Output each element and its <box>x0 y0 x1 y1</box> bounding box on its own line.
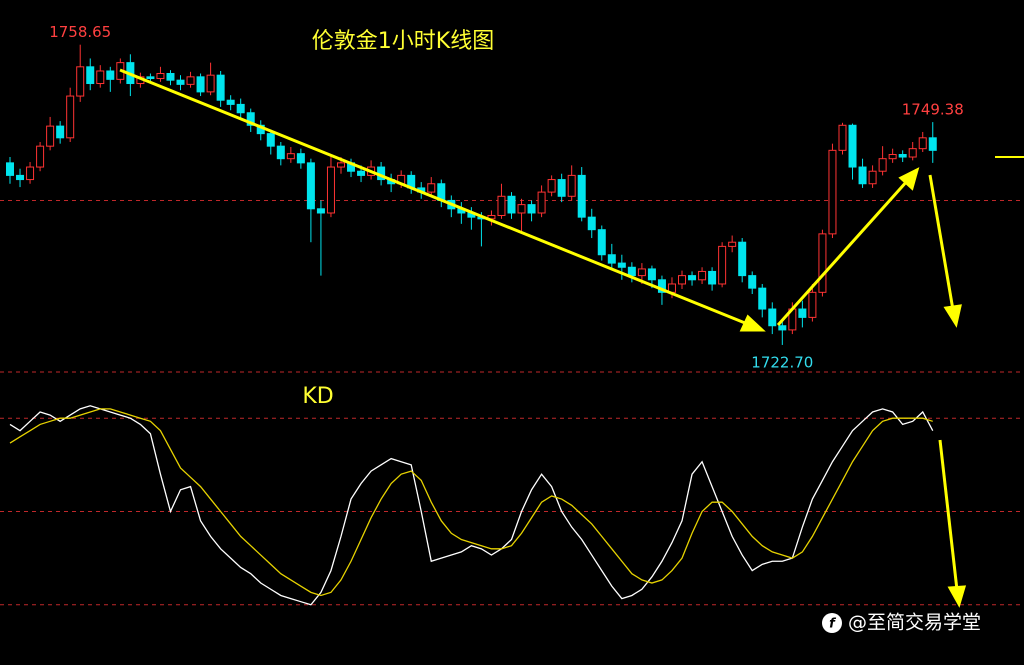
candle-body <box>758 287 767 310</box>
candle-body <box>838 124 847 151</box>
arrow <box>119 68 751 327</box>
candle-body <box>868 170 877 185</box>
candle-body <box>427 183 436 193</box>
candle-body <box>66 95 75 139</box>
arrow <box>928 174 955 311</box>
candle-body <box>176 79 185 85</box>
candle-body <box>246 112 255 126</box>
candle-body <box>56 125 65 139</box>
candle-body <box>186 76 195 85</box>
candle-body <box>306 162 315 210</box>
candle-body <box>537 191 546 214</box>
candle-body <box>858 166 867 185</box>
candle-body <box>6 162 14 176</box>
candle-body <box>708 270 717 285</box>
candle-body <box>848 124 857 168</box>
candle-body <box>206 74 215 93</box>
candle-body <box>96 70 105 85</box>
candle-body <box>166 72 175 81</box>
candle-body <box>286 153 295 160</box>
candle-body <box>216 74 225 101</box>
candle-body <box>898 154 907 158</box>
candle-body <box>748 275 757 289</box>
price-annotation: 1722.70 <box>751 353 813 371</box>
candle-body <box>597 229 606 256</box>
candle-body <box>818 233 827 293</box>
candle-body <box>276 145 285 160</box>
arrow-head <box>898 167 920 191</box>
candle-body <box>738 241 747 277</box>
marks: 1758.65 1749.38 1722.70 <box>0 23 1024 606</box>
candle-body <box>657 279 666 293</box>
arrow-head <box>739 314 766 332</box>
watermark-icon <box>822 613 842 633</box>
candle-body <box>36 145 45 168</box>
chart-title: 伦敦金1小时K线图 <box>312 29 494 54</box>
indicator-line <box>9 408 933 597</box>
candle-body <box>86 66 95 85</box>
candle-body <box>928 137 937 151</box>
candle-body <box>266 133 275 147</box>
candle-body <box>357 170 366 176</box>
candle-body <box>718 245 727 285</box>
candle-body <box>768 308 777 327</box>
candle-body <box>698 270 707 281</box>
candle-body <box>517 204 526 214</box>
candle-body <box>76 66 85 97</box>
candle-body <box>236 103 245 114</box>
arrow-head <box>943 304 962 328</box>
candle-body <box>226 99 235 105</box>
candle-body <box>557 179 566 197</box>
candle-body <box>547 179 556 193</box>
indicator-title: KD <box>302 384 333 409</box>
candle-body <box>678 275 687 285</box>
candle-body <box>196 76 205 93</box>
candle-body <box>878 158 887 172</box>
candle-body <box>908 148 917 158</box>
candle-body <box>316 208 325 214</box>
price-annotation: 1758.65 <box>49 23 111 41</box>
price-annotation: 1749.38 <box>902 101 964 119</box>
candle-body <box>647 268 656 281</box>
candle-body <box>527 204 536 214</box>
candle-body <box>808 291 817 318</box>
candle-body <box>156 72 165 80</box>
candle-body <box>326 166 335 214</box>
arrow <box>776 178 910 327</box>
candle-body <box>688 275 697 281</box>
candle-body <box>577 174 586 218</box>
candle-body <box>26 166 35 181</box>
candle-body <box>146 76 155 80</box>
arrow <box>938 439 959 591</box>
arrow-head <box>947 585 967 608</box>
candle-body <box>637 268 646 277</box>
watermark-text: @至简交易学堂 <box>848 612 981 634</box>
candle-body <box>728 241 737 247</box>
candle-body <box>106 70 115 80</box>
candle-body <box>828 149 837 235</box>
candle-body <box>497 195 506 216</box>
candle-body <box>16 174 25 181</box>
candle-body <box>798 308 807 318</box>
candle-body <box>587 216 596 231</box>
candle-body <box>336 162 345 168</box>
candle-body <box>46 125 55 147</box>
candle-body <box>296 153 305 164</box>
candle-body <box>567 174 576 197</box>
trend-arrows <box>119 68 1024 608</box>
candle-body <box>617 262 626 268</box>
candle-body <box>627 266 636 277</box>
candle-body <box>778 325 787 331</box>
watermark-icon-glyph: f <box>829 617 837 632</box>
candle-body <box>607 254 616 264</box>
watermark: f @至简交易学堂 <box>822 612 981 634</box>
indicator-line <box>9 405 934 606</box>
candle-body <box>507 195 516 214</box>
candle-body <box>888 154 897 160</box>
candle-body <box>918 137 927 150</box>
